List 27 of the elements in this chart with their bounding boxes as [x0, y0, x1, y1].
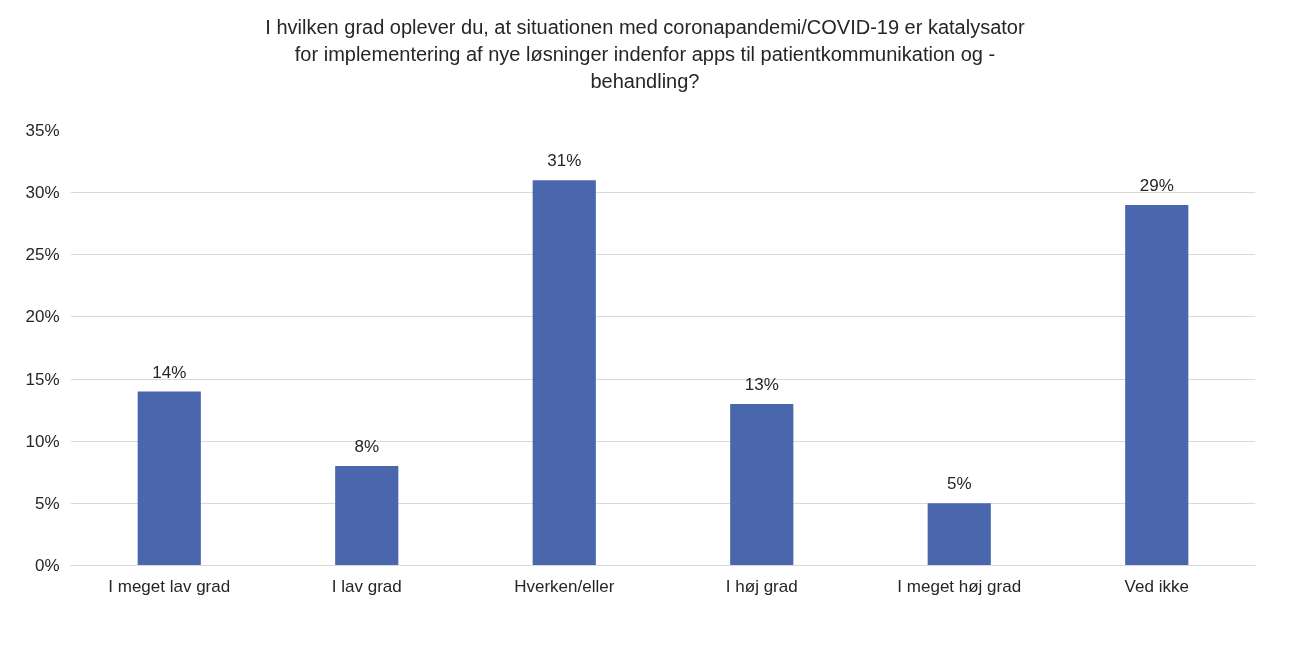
y-tick-label: 15%	[25, 369, 60, 389]
data-label: 5%	[946, 474, 972, 494]
x-tick-label: Hverken/eller	[514, 576, 615, 596]
y-tick-label: 0%	[34, 556, 60, 575]
bar	[532, 180, 596, 566]
data-label: 8%	[354, 437, 380, 457]
y-tick-label: 20%	[25, 307, 60, 327]
x-tick-label: I meget høj grad	[897, 576, 1022, 596]
bar	[137, 391, 201, 566]
bar	[1125, 205, 1189, 566]
data-label: 31%	[547, 151, 582, 171]
y-tick-label: 5%	[34, 493, 60, 513]
data-label: 13%	[744, 374, 779, 394]
data-label: 29%	[1139, 176, 1174, 196]
y-tick-label: 35%	[25, 121, 60, 140]
bar	[335, 466, 399, 566]
data-label: 14%	[152, 362, 187, 382]
x-tick-label: I lav grad	[331, 576, 402, 596]
y-tick-label: 25%	[25, 245, 60, 265]
x-tick-label: I høj grad	[725, 576, 798, 596]
x-tick-label: Ved ikke	[1124, 576, 1189, 596]
y-tick-label: 30%	[25, 183, 60, 203]
bar	[730, 403, 794, 566]
chart-title: I hvilken grad oplever du, at situationen med coronapandemi/COVID-19 er katalysator for implementering af nye løsninger indenfor apps til patientkommunikation og - behandling?	[265, 15, 1025, 94]
bar	[927, 503, 991, 566]
y-tick-label: 10%	[25, 431, 60, 451]
x-tick-label: I meget lav grad	[108, 576, 231, 596]
